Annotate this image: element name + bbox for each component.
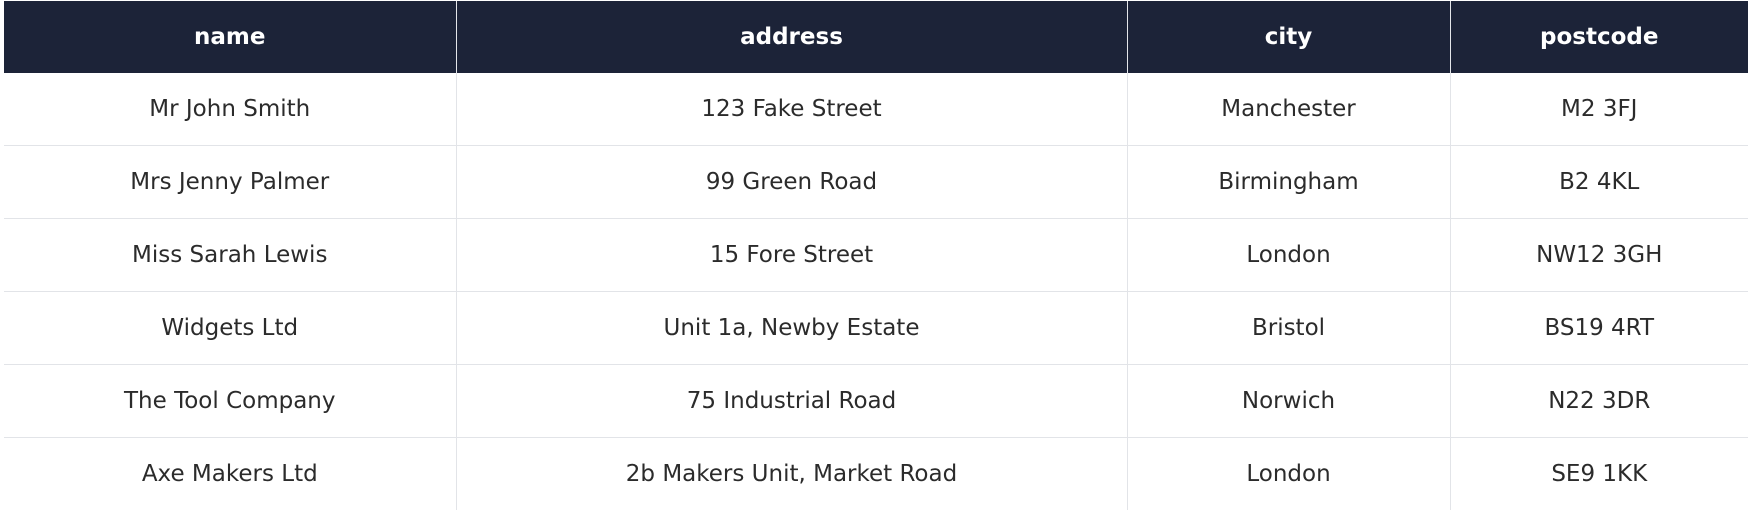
cell-postcode: BS19 4RT [1449, 291, 1748, 365]
table-row: Mr John Smith 123 Fake Street Manchester… [4, 73, 1748, 146]
table-row: The Tool Company 75 Industrial Road Norw… [4, 364, 1748, 438]
cell-name: Widgets Ltd [4, 291, 457, 365]
cell-city: Birmingham [1126, 145, 1451, 219]
header-row: name address city postcode [4, 1, 1748, 73]
cell-name: Mrs Jenny Palmer [4, 145, 457, 219]
cell-address: 99 Green Road [455, 145, 1128, 219]
table-row: Axe Makers Ltd 2b Makers Unit, Market Ro… [4, 437, 1748, 510]
column-header-address[interactable]: address [455, 1, 1128, 73]
cell-address: Unit 1a, Newby Estate [455, 291, 1128, 365]
cell-postcode: N22 3DR [1449, 364, 1748, 438]
address-table: name address city postcode Mr John Smith… [4, 1, 1748, 510]
cell-name: Mr John Smith [4, 73, 457, 146]
cell-postcode: NW12 3GH [1449, 218, 1748, 292]
table-header: name address city postcode [4, 1, 1748, 73]
cell-city: Norwich [1126, 364, 1451, 438]
table-row: Widgets Ltd Unit 1a, Newby Estate Bristo… [4, 291, 1748, 365]
table-row: Miss Sarah Lewis 15 Fore Street London N… [4, 218, 1748, 292]
cell-city: London [1126, 218, 1451, 292]
cell-address: 123 Fake Street [455, 73, 1128, 146]
cell-city: London [1126, 437, 1451, 510]
cell-city: Manchester [1126, 73, 1451, 146]
column-header-city[interactable]: city [1126, 1, 1451, 73]
cell-postcode: SE9 1KK [1449, 437, 1748, 510]
cell-postcode: M2 3FJ [1449, 73, 1748, 146]
column-header-postcode[interactable]: postcode [1449, 1, 1748, 73]
cell-address: 2b Makers Unit, Market Road [455, 437, 1128, 510]
column-header-name[interactable]: name [4, 1, 457, 73]
cell-address: 75 Industrial Road [455, 364, 1128, 438]
cell-city: Bristol [1126, 291, 1451, 365]
cell-name: Axe Makers Ltd [4, 437, 457, 510]
cell-postcode: B2 4KL [1449, 145, 1748, 219]
table-row: Mrs Jenny Palmer 99 Green Road Birmingha… [4, 145, 1748, 219]
address-table-container: name address city postcode Mr John Smith… [4, 1, 1748, 510]
cell-name: Miss Sarah Lewis [4, 218, 457, 292]
cell-name: The Tool Company [4, 364, 457, 438]
table-body: Mr John Smith 123 Fake Street Manchester… [4, 73, 1748, 510]
cell-address: 15 Fore Street [455, 218, 1128, 292]
